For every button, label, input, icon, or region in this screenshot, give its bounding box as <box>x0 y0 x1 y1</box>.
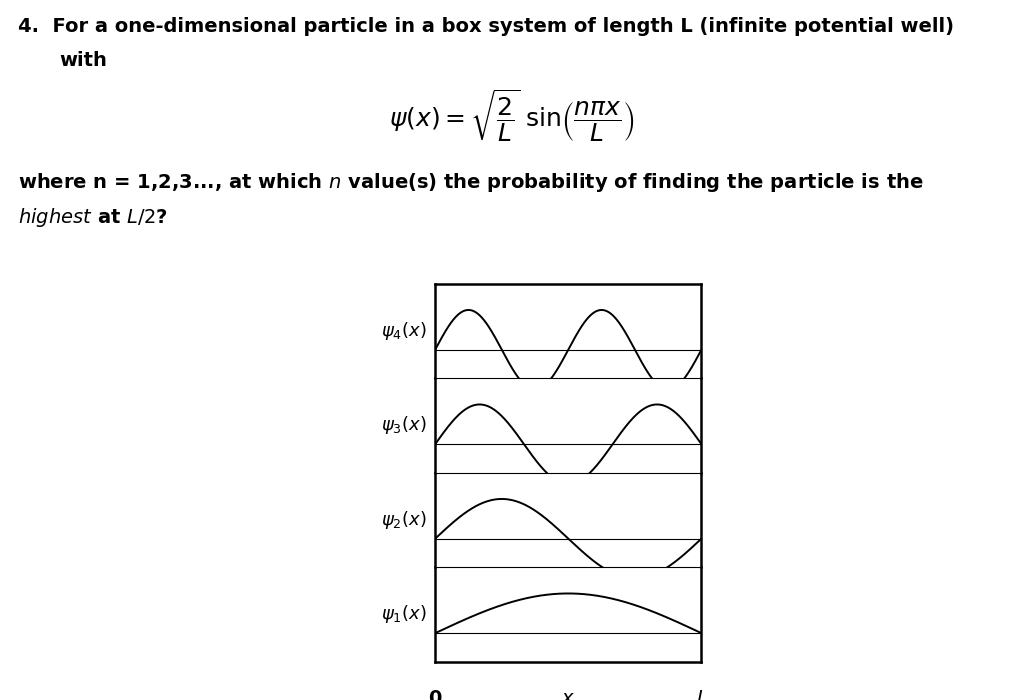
Text: $L$: $L$ <box>695 690 708 700</box>
Text: 4.  For a one-dimensional particle in a box system of length L (infinite potenti: 4. For a one-dimensional particle in a b… <box>18 18 954 36</box>
Text: $\psi_1(x)$: $\psi_1(x)$ <box>382 603 427 625</box>
Text: with: with <box>59 51 108 70</box>
Text: $x$: $x$ <box>561 690 575 700</box>
Text: $\mathit{highest}$ at $L/2$?: $\mathit{highest}$ at $L/2$? <box>18 206 168 229</box>
Text: 0: 0 <box>428 690 442 700</box>
Text: $\psi_3(x)$: $\psi_3(x)$ <box>382 414 427 436</box>
Text: $\psi(x) = \sqrt{\dfrac{2}{L}}\;\sin\!\left(\dfrac{n\pi x}{L}\right)$: $\psi(x) = \sqrt{\dfrac{2}{L}}\;\sin\!\l… <box>389 88 635 144</box>
Text: $\psi_4(x)$: $\psi_4(x)$ <box>382 320 427 342</box>
Text: where n = 1,2,3..., at which $n$ value(s) the probability of finding the particl: where n = 1,2,3..., at which $n$ value(s… <box>18 172 924 195</box>
Text: $\psi_2(x)$: $\psi_2(x)$ <box>382 509 427 531</box>
